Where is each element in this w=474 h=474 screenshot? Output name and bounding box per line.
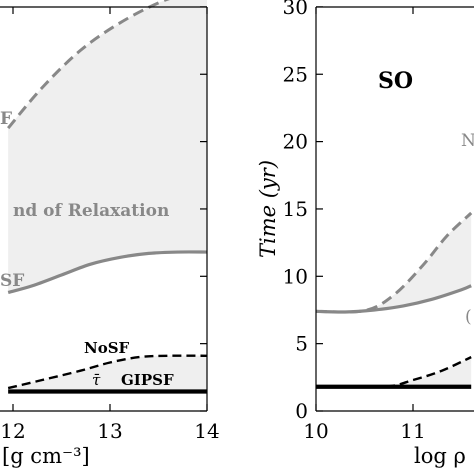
right-x-tick-label: 10 xyxy=(303,419,328,443)
right-edge-top-label: N xyxy=(461,131,474,151)
right-x-tick-label: 11 xyxy=(400,419,425,443)
left-top-fragment-label: F xyxy=(0,109,12,129)
right-y-tick-label: 10 xyxy=(283,264,308,288)
left-panel: 12 13 14 F nd of Relaxation SF NoSF τ̄ GIP… xyxy=(0,0,220,468)
right-y-tick-label: 15 xyxy=(283,197,308,221)
left-series-solid-gray-line xyxy=(7,250,207,295)
left-series-dashed-black-line xyxy=(7,354,207,390)
left-xlabel-fragment: [g cm⁻³] xyxy=(2,444,90,468)
right-y-tick-label: 30 xyxy=(283,0,308,19)
right-y-tick-label: 20 xyxy=(283,130,308,154)
left-x-tick-label: 14 xyxy=(194,419,219,443)
left-x-tick-label: 13 xyxy=(97,419,122,443)
right-series-solid-gray-line xyxy=(316,284,472,314)
left-mid-fragment-label: SF xyxy=(0,271,24,291)
left-series-dashed-gray-line xyxy=(7,0,170,130)
right-panel: 10 11 0 5 10 15 20 25 30 SO N ( Time (yr) log ρ xyxy=(256,0,474,468)
left-relaxation-band xyxy=(8,0,207,293)
right-y-tick-label: 0 xyxy=(295,399,308,423)
nosf-label: NoSF xyxy=(84,339,130,357)
left-lower-band xyxy=(8,355,207,392)
left-band-label: nd of Relaxation xyxy=(13,201,169,221)
tau-label: τ̄ xyxy=(92,371,101,389)
right-ylabel: Time (yr) xyxy=(256,160,280,258)
gipsf-label: GIPSF xyxy=(121,371,174,389)
right-edge-mid-label: ( xyxy=(465,307,472,327)
right-lower-band xyxy=(316,357,472,388)
right-xlabel-fragment: log ρ xyxy=(414,444,466,468)
right-y-tick-label: 5 xyxy=(295,332,308,356)
right-y-tick-label: 25 xyxy=(283,62,308,86)
right-relaxation-band xyxy=(316,212,472,313)
left-x-tick-label: 12 xyxy=(0,419,25,443)
right-panel-title: SO xyxy=(378,68,413,94)
